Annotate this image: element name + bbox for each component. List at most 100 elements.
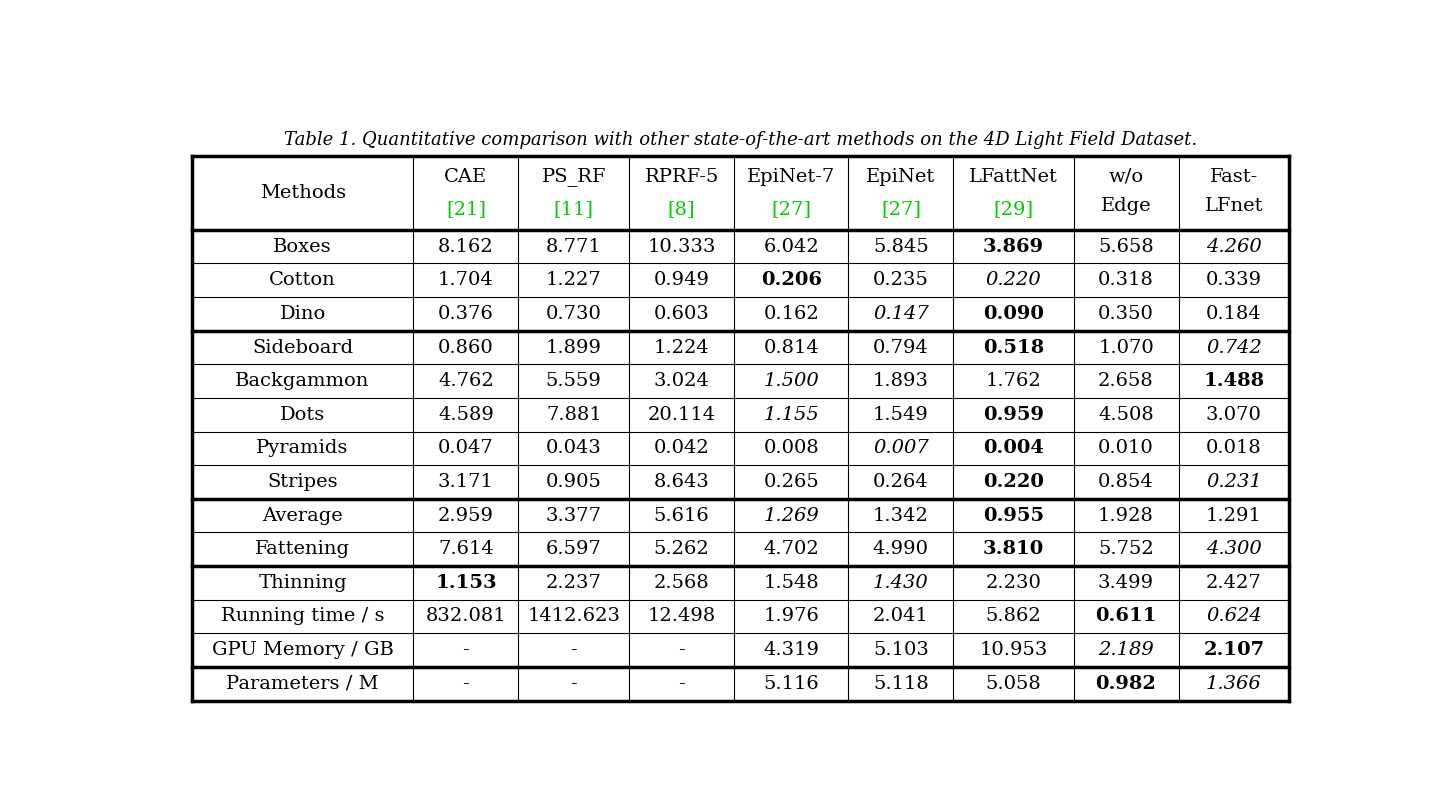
Text: [27]: [27] (881, 200, 920, 218)
Text: 3.171: 3.171 (438, 473, 494, 491)
Text: 7.881: 7.881 (546, 406, 601, 424)
Text: 0.982: 0.982 (1095, 675, 1156, 692)
Text: 0.742: 0.742 (1207, 338, 1261, 357)
Text: 8.771: 8.771 (546, 237, 601, 256)
Text: 2.959: 2.959 (438, 507, 494, 525)
Text: 0.162: 0.162 (763, 305, 819, 323)
Text: 1.430: 1.430 (873, 574, 929, 592)
Text: 12.498: 12.498 (647, 607, 715, 626)
Text: 0.603: 0.603 (653, 305, 709, 323)
Text: 0.264: 0.264 (873, 473, 929, 491)
Text: -: - (571, 641, 577, 659)
Text: 4.702: 4.702 (763, 540, 819, 558)
Text: 1412.623: 1412.623 (527, 607, 620, 626)
Text: 5.862: 5.862 (985, 607, 1042, 626)
Text: 0.206: 0.206 (762, 272, 822, 289)
Text: 0.949: 0.949 (653, 272, 709, 289)
Text: 1.488: 1.488 (1204, 372, 1264, 390)
Text: 0.339: 0.339 (1205, 272, 1261, 289)
Text: 7.614: 7.614 (438, 540, 494, 558)
Text: 0.043: 0.043 (546, 439, 601, 457)
Text: Thinning: Thinning (259, 574, 347, 592)
Text: 0.265: 0.265 (763, 473, 819, 491)
Text: 0.518: 0.518 (983, 338, 1045, 357)
Text: 0.007: 0.007 (873, 439, 929, 457)
Text: 1.269: 1.269 (763, 507, 819, 525)
Text: Table 1. Quantitative comparison with other state-of-the-art methods on the 4D L: Table 1. Quantitative comparison with ot… (285, 131, 1196, 149)
Text: -: - (571, 675, 577, 692)
Text: -: - (678, 641, 685, 659)
Text: 1.366: 1.366 (1207, 675, 1261, 692)
Text: CAE: CAE (445, 168, 487, 186)
Text: 3.869: 3.869 (983, 237, 1045, 256)
Text: w/o: w/o (1108, 168, 1143, 186)
Text: Methods: Methods (260, 184, 345, 202)
Text: 5.058: 5.058 (985, 675, 1042, 692)
Text: 2.230: 2.230 (985, 574, 1042, 592)
Text: [11]: [11] (553, 200, 594, 218)
Text: 0.959: 0.959 (983, 406, 1043, 424)
Text: 20.114: 20.114 (647, 406, 715, 424)
Text: PS_RF: PS_RF (542, 168, 605, 187)
Text: Dino: Dino (279, 305, 325, 323)
Text: 3.499: 3.499 (1098, 574, 1155, 592)
Text: 5.103: 5.103 (873, 641, 929, 659)
Text: 1.704: 1.704 (438, 272, 494, 289)
Text: 3.810: 3.810 (983, 540, 1045, 558)
Text: 8.162: 8.162 (438, 237, 494, 256)
Text: 3.024: 3.024 (653, 372, 709, 390)
Text: 5.616: 5.616 (653, 507, 709, 525)
Text: 4.762: 4.762 (438, 372, 494, 390)
Text: 0.350: 0.350 (1098, 305, 1155, 323)
Text: 1.224: 1.224 (653, 338, 709, 357)
Text: 0.090: 0.090 (983, 305, 1043, 323)
Text: 0.955: 0.955 (983, 507, 1045, 525)
Text: 5.118: 5.118 (873, 675, 929, 692)
Text: -: - (462, 675, 470, 692)
Text: 1.227: 1.227 (546, 272, 601, 289)
Text: 0.004: 0.004 (983, 439, 1043, 457)
Text: 10.333: 10.333 (647, 237, 715, 256)
Text: 2.189: 2.189 (1098, 641, 1155, 659)
Text: 2.107: 2.107 (1204, 641, 1264, 659)
Text: 5.262: 5.262 (653, 540, 709, 558)
Text: Stripes: Stripes (267, 473, 338, 491)
Text: 4.319: 4.319 (763, 641, 819, 659)
Text: 0.318: 0.318 (1098, 272, 1155, 289)
Text: 1.762: 1.762 (985, 372, 1042, 390)
Text: [8]: [8] (668, 200, 695, 218)
Text: 0.047: 0.047 (438, 439, 494, 457)
Text: 0.008: 0.008 (763, 439, 819, 457)
Text: 5.845: 5.845 (873, 237, 929, 256)
Text: 2.041: 2.041 (873, 607, 929, 626)
Text: 5.752: 5.752 (1098, 540, 1155, 558)
Text: Pyramids: Pyramids (256, 439, 348, 457)
Text: 0.010: 0.010 (1098, 439, 1155, 457)
Text: RPRF-5: RPRF-5 (644, 168, 718, 186)
Text: 2.237: 2.237 (546, 574, 601, 592)
Text: 0.042: 0.042 (653, 439, 709, 457)
Text: 0.235: 0.235 (873, 272, 929, 289)
Text: 832.081: 832.081 (426, 607, 506, 626)
Text: Edge: Edge (1101, 198, 1152, 215)
Text: -: - (462, 641, 470, 659)
Text: 2.427: 2.427 (1207, 574, 1261, 592)
Text: Boxes: Boxes (273, 237, 332, 256)
Text: Fattening: Fattening (256, 540, 350, 558)
Text: 4.508: 4.508 (1098, 406, 1155, 424)
Text: 1.549: 1.549 (873, 406, 929, 424)
Text: 0.611: 0.611 (1095, 607, 1157, 626)
Text: 0.794: 0.794 (873, 338, 929, 357)
Text: -: - (678, 675, 685, 692)
Text: 0.147: 0.147 (873, 305, 929, 323)
Text: Dots: Dots (280, 406, 325, 424)
Text: LFnet: LFnet (1205, 198, 1263, 215)
Text: 0.220: 0.220 (985, 272, 1042, 289)
Text: 1.155: 1.155 (763, 406, 819, 424)
Text: 0.231: 0.231 (1207, 473, 1261, 491)
Text: Cotton: Cotton (269, 272, 337, 289)
Text: 0.376: 0.376 (438, 305, 494, 323)
Text: 1.548: 1.548 (763, 574, 819, 592)
Text: [29]: [29] (993, 200, 1033, 218)
Text: Average: Average (262, 507, 342, 525)
